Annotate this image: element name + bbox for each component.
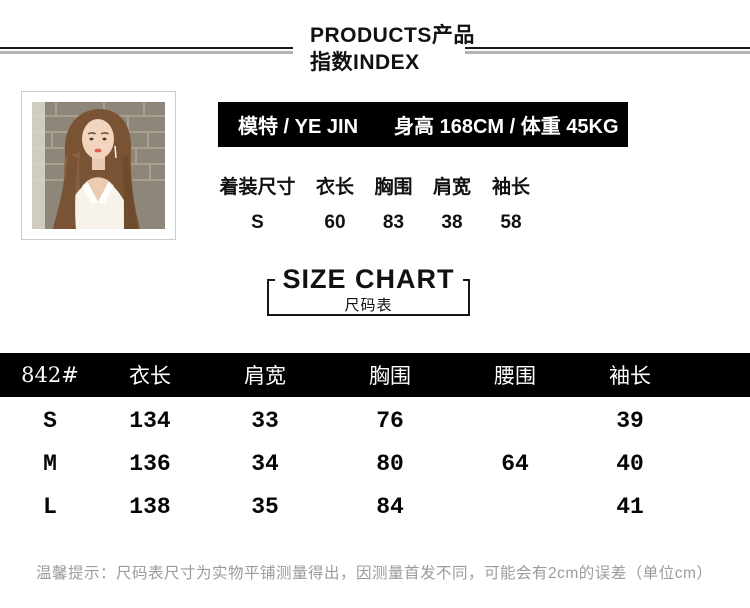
- cell-sleeve: 39: [616, 407, 644, 434]
- header-rule-right-dark: [465, 47, 750, 49]
- model-stats-label: 身高 168CM / 体重 45KG: [394, 116, 619, 138]
- cell-sleeve: 40: [616, 450, 644, 477]
- cell-shoulder: 34: [251, 450, 279, 477]
- page-title: PRODUCTS产品 指数INDEX: [310, 22, 475, 76]
- cell-sleeve: 41: [616, 493, 644, 520]
- wearing-col-shoulder: 肩宽: [432, 176, 471, 198]
- model-info-bar: 模特 / YE JIN 身高 168CM / 体重 45KG: [218, 102, 628, 147]
- wearing-col-bust: 胸围: [374, 176, 413, 198]
- cell-waist: 64: [501, 450, 529, 477]
- header-rule-left-gray: [0, 51, 293, 54]
- size-table-header-sleeve: 袖长: [609, 364, 651, 388]
- wearing-col-sleeve: 袖长: [491, 176, 530, 198]
- wearing-length-value: 60: [324, 212, 346, 233]
- cell-bust: 76: [376, 407, 404, 434]
- cell-length: 134: [129, 407, 171, 434]
- cell-bust: 84: [376, 493, 404, 520]
- size-chart-title: SIZE CHART: [274, 264, 463, 295]
- size-chart-badge: SIZE CHART 尺码表: [267, 264, 470, 316]
- wearing-size-label: 着装尺寸: [219, 177, 296, 198]
- size-table-header-length: 衣长: [129, 364, 171, 388]
- size-table-header-bust: 胸围: [369, 364, 411, 388]
- wearing-sleeve-value: 58: [500, 212, 522, 233]
- model-name-label: 模特 / YE JIN: [238, 116, 359, 138]
- table-row-m: M 136 34 80 64 40: [0, 442, 750, 485]
- cell-size: S: [43, 407, 57, 434]
- wearing-shoulder-value: 38: [441, 212, 463, 233]
- cell-length: 136: [129, 450, 171, 477]
- wearing-bust-value: 83: [382, 212, 405, 233]
- wearing-size-value: S: [251, 212, 264, 233]
- cell-bust: 80: [376, 450, 404, 477]
- wearing-size-table: 着装尺寸 衣长 胸围 肩宽 袖长 S 60 83 38 58: [210, 172, 540, 234]
- size-table-header-shoulder: 肩宽: [244, 364, 286, 388]
- page-title-line2: 指数INDEX: [310, 51, 420, 74]
- cell-length: 138: [129, 493, 171, 520]
- wearing-size-value-row: S 60 83 38 58: [210, 212, 540, 234]
- header-rule-right-gray: [465, 51, 750, 54]
- cell-shoulder: 35: [251, 493, 279, 520]
- measurement-disclaimer: 温馨提示：尺码表尺寸为实物平铺测量得出，因测量首发不同，可能会有2cm的误差（单…: [36, 565, 713, 582]
- model-photo: [21, 91, 176, 240]
- page-title-line1: PRODUCTS产品: [310, 24, 475, 47]
- cell-shoulder: 33: [251, 407, 279, 434]
- cell-size: M: [43, 450, 57, 477]
- model-photo-illustration: [32, 102, 165, 229]
- size-table-header: 842# 衣长 肩宽 胸围 腰围 袖长: [0, 353, 750, 397]
- header-rule-left-dark: [0, 47, 293, 49]
- size-table-header-waist: 腰围: [494, 364, 536, 388]
- wearing-col-length: 衣长: [315, 176, 354, 198]
- cell-size: L: [43, 493, 57, 520]
- size-table-header-code: 842#: [21, 363, 79, 387]
- size-table-body: S 134 33 76 39 M 136 34 80 64 40 L 138 3…: [0, 399, 750, 528]
- size-chart-subtitle: 尺码表: [344, 297, 393, 314]
- wearing-size-header-row: 着装尺寸 衣长 胸围 肩宽 袖长: [210, 172, 540, 199]
- table-row-s: S 134 33 76 39: [0, 399, 750, 442]
- table-row-l: L 138 35 84 41: [0, 485, 750, 528]
